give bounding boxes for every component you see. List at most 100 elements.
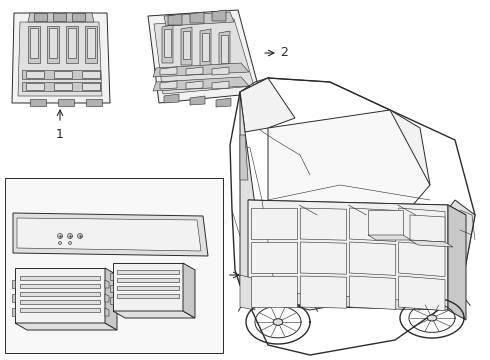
Polygon shape: [186, 81, 203, 89]
Polygon shape: [164, 94, 179, 103]
Text: 2: 2: [280, 46, 288, 59]
Polygon shape: [410, 215, 445, 242]
Polygon shape: [240, 135, 248, 180]
Bar: [117, 294, 179, 298]
Polygon shape: [448, 205, 466, 320]
Polygon shape: [22, 70, 100, 79]
Bar: [54, 71, 72, 78]
Bar: [20, 308, 100, 312]
Polygon shape: [300, 276, 346, 308]
Polygon shape: [186, 67, 203, 75]
Polygon shape: [168, 14, 182, 25]
Text: 3: 3: [245, 269, 253, 282]
Polygon shape: [200, 29, 211, 67]
Polygon shape: [160, 81, 177, 89]
Bar: [30, 28, 38, 58]
Polygon shape: [300, 208, 346, 240]
Polygon shape: [240, 92, 268, 300]
Text: 1: 1: [56, 128, 64, 141]
Polygon shape: [12, 294, 15, 302]
Polygon shape: [105, 294, 109, 302]
Polygon shape: [12, 308, 15, 316]
Polygon shape: [164, 12, 234, 26]
Polygon shape: [110, 273, 113, 280]
Polygon shape: [212, 67, 229, 75]
Polygon shape: [183, 263, 195, 318]
Polygon shape: [240, 78, 295, 132]
Polygon shape: [12, 13, 110, 103]
Circle shape: [68, 234, 73, 238]
Polygon shape: [148, 10, 260, 103]
Polygon shape: [47, 26, 59, 63]
Polygon shape: [399, 242, 445, 276]
Bar: [54, 83, 72, 90]
Polygon shape: [190, 12, 204, 23]
Polygon shape: [15, 268, 105, 323]
Polygon shape: [162, 25, 173, 63]
Polygon shape: [219, 31, 230, 69]
Bar: [221, 35, 228, 63]
Polygon shape: [240, 275, 255, 310]
Polygon shape: [248, 290, 420, 310]
Bar: [202, 33, 209, 61]
Bar: [20, 292, 100, 296]
Polygon shape: [28, 13, 94, 22]
Polygon shape: [300, 242, 346, 274]
Polygon shape: [66, 26, 78, 63]
Polygon shape: [58, 99, 74, 106]
Polygon shape: [399, 208, 445, 243]
Polygon shape: [349, 208, 396, 242]
Polygon shape: [440, 200, 475, 295]
Polygon shape: [230, 78, 475, 355]
Polygon shape: [410, 240, 453, 247]
Bar: [82, 83, 100, 90]
Polygon shape: [216, 98, 231, 107]
Polygon shape: [349, 242, 396, 275]
Bar: [164, 29, 171, 57]
Polygon shape: [251, 242, 297, 273]
Circle shape: [58, 242, 62, 244]
Polygon shape: [113, 263, 183, 311]
Bar: [5, 178, 223, 353]
Polygon shape: [248, 200, 448, 310]
Polygon shape: [349, 276, 396, 309]
Polygon shape: [110, 297, 113, 304]
Polygon shape: [368, 210, 403, 235]
Bar: [117, 278, 179, 282]
Polygon shape: [105, 308, 109, 316]
Polygon shape: [22, 82, 100, 91]
Polygon shape: [12, 280, 15, 288]
Polygon shape: [13, 213, 208, 256]
Polygon shape: [251, 208, 297, 239]
Polygon shape: [110, 285, 113, 292]
Polygon shape: [153, 77, 249, 91]
Polygon shape: [190, 96, 205, 105]
Bar: [20, 300, 100, 304]
Bar: [82, 71, 100, 78]
Bar: [117, 286, 179, 290]
Bar: [87, 28, 95, 58]
Polygon shape: [268, 110, 430, 310]
Bar: [49, 28, 57, 58]
Polygon shape: [154, 19, 254, 94]
Polygon shape: [300, 110, 430, 185]
Polygon shape: [53, 13, 66, 21]
Polygon shape: [17, 218, 201, 251]
Bar: [20, 276, 100, 280]
Bar: [26, 83, 44, 90]
Polygon shape: [15, 323, 117, 330]
Polygon shape: [28, 26, 40, 63]
Circle shape: [57, 234, 63, 238]
Polygon shape: [212, 81, 229, 89]
Bar: [20, 284, 100, 288]
Circle shape: [77, 234, 82, 238]
Polygon shape: [212, 10, 226, 21]
Polygon shape: [113, 311, 195, 318]
Polygon shape: [105, 280, 109, 288]
Polygon shape: [86, 99, 102, 106]
Polygon shape: [251, 276, 297, 307]
Bar: [183, 31, 190, 59]
Polygon shape: [18, 22, 102, 96]
Polygon shape: [368, 235, 411, 240]
Polygon shape: [85, 26, 97, 63]
